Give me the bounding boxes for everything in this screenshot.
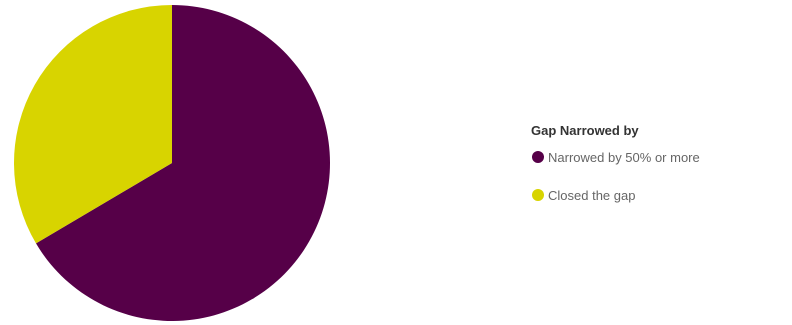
pie-slice-narrowed[interactable] [36, 5, 331, 321]
legend-marker-narrowed[interactable] [532, 151, 544, 163]
legend: Gap Narrowed by Narrowed by 50% or more … [531, 123, 700, 203]
pie-slices [14, 5, 331, 321]
legend-label-closed[interactable]: Closed the gap [548, 188, 635, 203]
legend-marker-closed[interactable] [532, 189, 544, 201]
legend-title: Gap Narrowed by [531, 123, 639, 138]
legend-label-narrowed[interactable]: Narrowed by 50% or more [548, 150, 700, 165]
pie-slice-closed[interactable] [14, 5, 172, 244]
